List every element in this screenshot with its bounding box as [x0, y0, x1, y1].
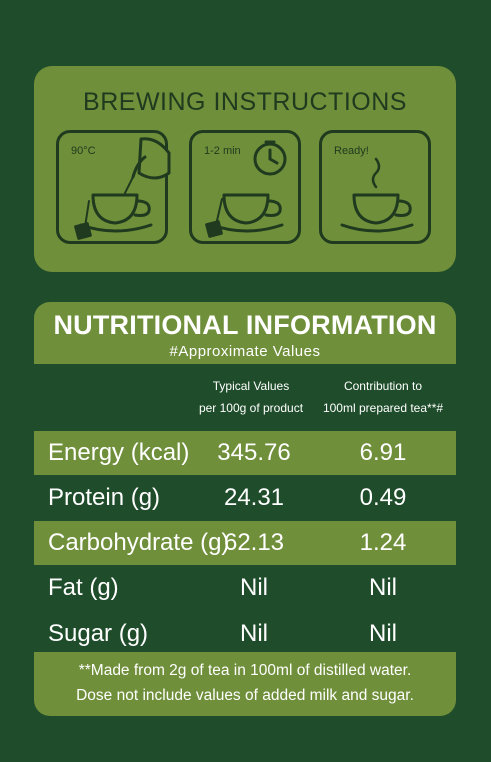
- step-ready-label: Ready!: [334, 145, 369, 157]
- step-steep-time-label: 1-2 min: [204, 145, 241, 157]
- nutritional-information-panel: NUTRITIONAL INFORMATION #Approximate Val…: [34, 302, 456, 716]
- brewing-instructions-panel: BREWING INSTRUCTIONS 90°C 1-2 min: [34, 66, 456, 272]
- column-header-contribution: Contribution to 100ml prepared tea**#: [318, 375, 448, 419]
- row-value-per100g: 62.13: [223, 529, 285, 556]
- column-header-typical-line1: Typical Values: [212, 379, 290, 393]
- row-value-per100ml: 1.24: [359, 529, 407, 556]
- row-label: Sugar (g): [48, 620, 149, 647]
- column-header-contribution-line1: Contribution to: [343, 379, 423, 393]
- table-row-sugar: Sugar (g) Nil Nil: [34, 612, 456, 656]
- column-header-typical: Typical Values per 100g of product: [186, 375, 316, 419]
- table-row-carbohydrate: Carbohydrate (g) 62.13 1.24: [34, 521, 456, 565]
- row-value-per100g: 24.31: [223, 484, 285, 511]
- step-steep-time: 1-2 min: [189, 130, 301, 244]
- row-value-per100ml: Nil: [369, 574, 397, 601]
- footnote-line1: **Made from 2g of tea in 100ml of distil…: [78, 662, 412, 679]
- nutrition-footnote: **Made from 2g of tea in 100ml of distil…: [34, 652, 456, 716]
- footnote-line2: Dose not include values of added milk an…: [76, 687, 414, 704]
- steaming-cup-icon: [340, 157, 414, 233]
- row-label: Carbohydrate (g): [48, 529, 230, 556]
- row-value-per100ml: 6.91: [359, 439, 407, 466]
- step-ready: Ready!: [319, 130, 431, 244]
- row-value-per100g: 345.76: [217, 439, 291, 466]
- kettle-pouring-cup-icon: [74, 137, 171, 240]
- brewing-title: BREWING INSTRUCTIONS: [83, 88, 407, 116]
- row-value-per100ml: 0.49: [359, 484, 407, 511]
- row-label: Energy (kcal): [48, 439, 190, 466]
- nutrition-subtitle: #Approximate Values: [169, 343, 321, 360]
- row-label: Fat (g): [48, 574, 119, 601]
- column-header-typical-line2: per 100g of product: [198, 401, 304, 415]
- row-label: Protein (g): [48, 484, 161, 511]
- column-header-contribution-line2: 100ml prepared tea**#: [322, 401, 444, 415]
- row-value-per100ml: Nil: [369, 620, 397, 647]
- nutrition-title: NUTRITIONAL INFORMATION: [53, 310, 437, 340]
- step-temperature-label: 90°C: [71, 145, 96, 157]
- table-row-fat: Fat (g) Nil Nil: [34, 566, 456, 610]
- step-temperature: 90°C: [56, 130, 171, 244]
- table-row-protein: Protein (g) 24.31 0.49: [34, 476, 456, 520]
- row-value-per100g: Nil: [240, 620, 268, 647]
- table-row-energy: Energy (kcal) 345.76 6.91: [34, 431, 456, 475]
- timer-cup-icon: [205, 140, 287, 238]
- row-value-per100g: Nil: [240, 574, 268, 601]
- nutrition-header: NUTRITIONAL INFORMATION #Approximate Val…: [34, 302, 456, 364]
